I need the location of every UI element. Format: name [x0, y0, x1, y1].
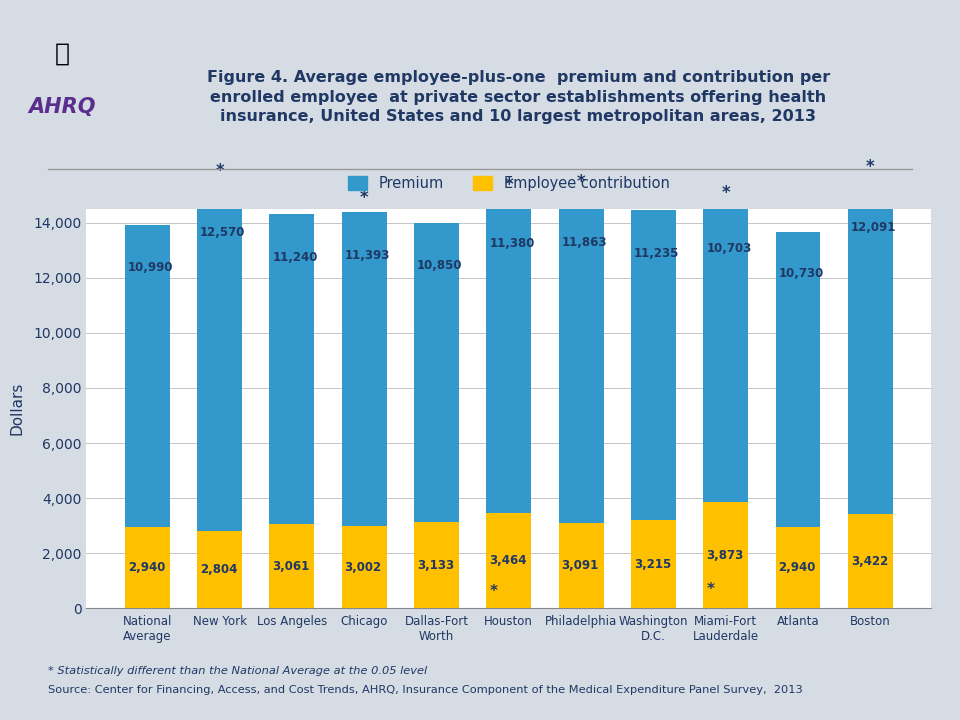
Text: 10,850: 10,850 [417, 259, 463, 272]
Text: 12,091: 12,091 [851, 221, 897, 234]
Text: Source: Center for Financing, Access, and Cost Trends, AHRQ, Insurance Component: Source: Center for Financing, Access, an… [48, 685, 803, 696]
Text: 3,215: 3,215 [634, 557, 671, 570]
Text: 3,061: 3,061 [273, 559, 309, 572]
Bar [342, 212, 387, 526]
Text: *: * [505, 176, 513, 194]
Text: 2,804: 2,804 [200, 563, 237, 576]
Bar [125, 225, 170, 527]
Text: *: * [215, 162, 224, 180]
Y-axis label: Dollars: Dollars [10, 382, 25, 436]
Text: 12,570: 12,570 [200, 226, 246, 239]
Bar [414, 223, 459, 522]
Text: 11,235: 11,235 [634, 248, 680, 261]
Text: 11,863: 11,863 [562, 235, 607, 248]
Text: *: * [490, 584, 497, 599]
Text: 3,002: 3,002 [345, 561, 382, 574]
Bar [631, 210, 676, 520]
Text: 10,703: 10,703 [707, 242, 752, 255]
Text: 🦅: 🦅 [55, 42, 70, 66]
Bar [414, 522, 459, 608]
Text: 3,091: 3,091 [562, 559, 599, 572]
Bar [704, 207, 748, 502]
Text: * Statistically different than the National Average at the 0.05 level: * Statistically different than the Natio… [48, 666, 427, 676]
Bar [270, 215, 314, 524]
Text: 2,940: 2,940 [128, 562, 165, 575]
Bar [631, 520, 676, 608]
Text: *: * [577, 174, 586, 192]
Text: 3,422: 3,422 [851, 554, 888, 568]
Text: 3,873: 3,873 [707, 549, 743, 562]
Text: 3,133: 3,133 [417, 559, 454, 572]
Bar [342, 526, 387, 608]
Text: *: * [866, 158, 875, 176]
Bar [776, 232, 821, 527]
Bar [125, 527, 170, 608]
Text: *: * [707, 582, 714, 597]
Bar [848, 181, 893, 514]
Bar [487, 199, 531, 513]
Bar [197, 185, 242, 531]
Legend: Premium, Employee contribution: Premium, Employee contribution [342, 170, 676, 197]
Bar [704, 502, 748, 608]
Text: AHRQ: AHRQ [29, 97, 96, 117]
Bar [776, 527, 821, 608]
Text: 10,990: 10,990 [128, 261, 173, 274]
Text: 3,464: 3,464 [490, 554, 527, 567]
Text: 2,940: 2,940 [779, 562, 816, 575]
Bar [848, 514, 893, 608]
Text: 11,393: 11,393 [345, 249, 390, 262]
Text: 10,730: 10,730 [779, 267, 824, 280]
Bar [197, 531, 242, 608]
Text: Figure 4. Average employee-plus-one  premium and contribution per
enrolled emplo: Figure 4. Average employee-plus-one prem… [206, 70, 830, 125]
Text: *: * [360, 189, 369, 207]
Bar [487, 513, 531, 608]
Bar [559, 523, 604, 608]
Text: *: * [721, 184, 730, 202]
Bar [270, 524, 314, 608]
Text: 11,380: 11,380 [490, 237, 535, 250]
Text: 11,240: 11,240 [273, 251, 318, 264]
Bar [559, 197, 604, 523]
